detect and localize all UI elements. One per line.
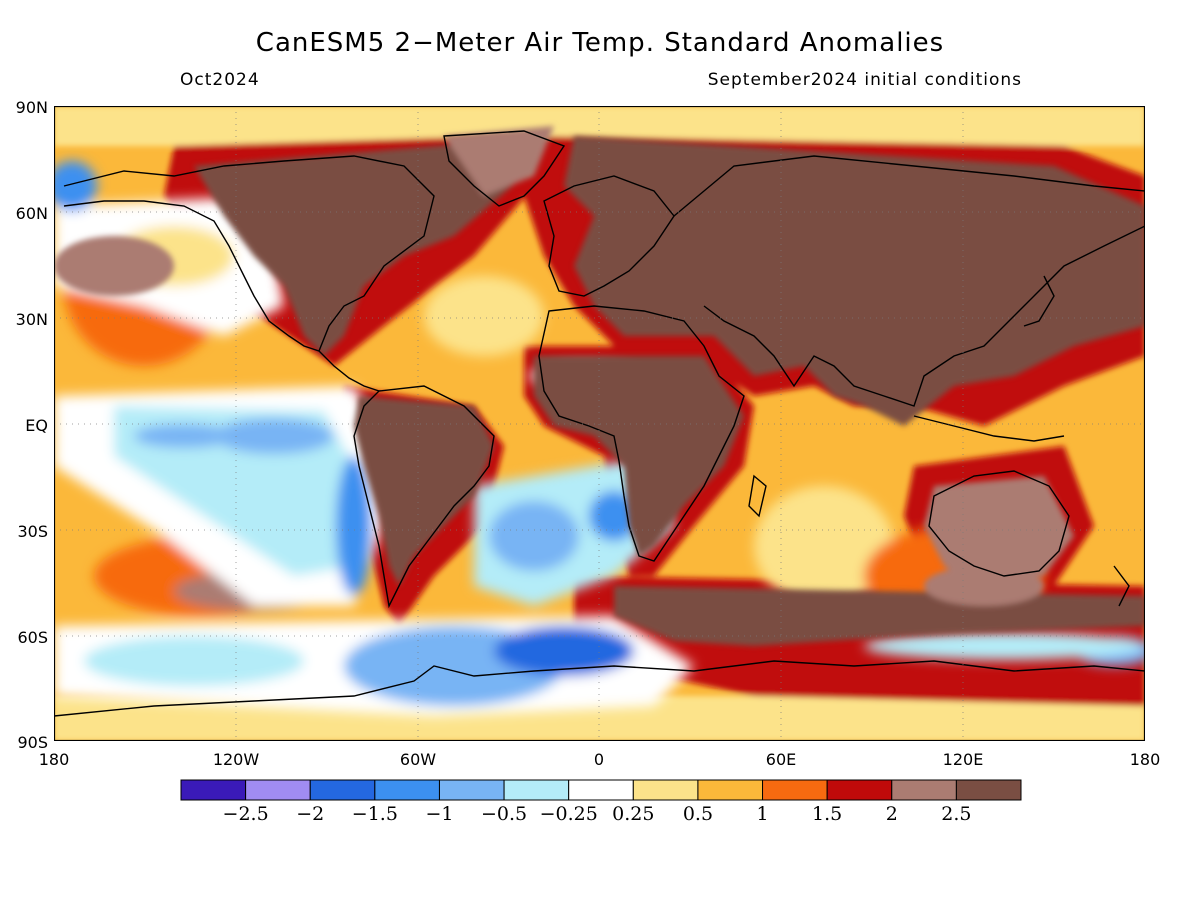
lon-label-120w: 120W xyxy=(212,750,260,769)
colorbar-swatch xyxy=(955,779,1022,801)
epac-brown xyxy=(54,236,174,296)
lat-label-30s: 30S xyxy=(17,522,48,541)
lat-label-30n: 30N xyxy=(15,310,48,329)
so-light-east xyxy=(864,632,1144,660)
coast-africa xyxy=(538,305,745,562)
greenland-brown xyxy=(444,126,554,196)
coast-madagascar xyxy=(748,474,767,518)
coast-indonesia xyxy=(913,415,1065,442)
indian-warm xyxy=(754,486,894,606)
coast-asia xyxy=(673,155,1145,407)
map-frame xyxy=(54,106,1145,741)
colorbar-swatch xyxy=(762,779,828,801)
colorbar-swatch xyxy=(891,779,957,801)
colorbar-swatch xyxy=(245,779,311,801)
colorbar-tick-label: −2 xyxy=(296,803,325,825)
colorbar-swatch xyxy=(826,779,893,801)
lon-label-120e: 120E xyxy=(942,750,984,769)
coastlines xyxy=(54,130,1145,717)
africa-brown xyxy=(534,356,744,556)
satl-blue xyxy=(489,501,579,571)
colorbar-tick-label: 0.5 xyxy=(682,803,714,825)
lon-label-60w: 60W xyxy=(399,750,437,769)
colorbar-swatch xyxy=(632,779,699,801)
lon-label-180w: 180 xyxy=(38,750,70,769)
trop-pac-blue xyxy=(214,418,334,454)
alaska-blue xyxy=(54,161,97,211)
sa-brown xyxy=(354,396,494,586)
colorbar-tick-label: −2.5 xyxy=(222,803,269,825)
colorbar-swatch xyxy=(309,779,376,801)
lat-label-eq: EQ xyxy=(25,416,48,435)
coast-antarctica xyxy=(54,660,1145,717)
trop-pac-blue3 xyxy=(134,424,234,448)
lat-label-90s: 90S xyxy=(17,733,48,752)
colorbar-tick-label: −0.5 xyxy=(480,803,528,825)
indian-brown xyxy=(924,566,1044,606)
colorbar-swatch xyxy=(438,779,505,801)
anomaly-map xyxy=(54,106,1145,741)
lon-label-0: 0 xyxy=(593,750,605,769)
colorbar-swatch xyxy=(568,779,634,801)
satl-blue2 xyxy=(589,491,639,541)
lat-label-90n: 90N xyxy=(15,98,48,117)
colorbar xyxy=(180,779,1022,801)
colorbar-tick-label: −1.5 xyxy=(351,803,398,825)
colorbar-swatch xyxy=(180,779,247,801)
coast-new-zealand xyxy=(1113,565,1130,607)
colorbar-tick-label: −1 xyxy=(425,803,454,825)
colorbar-swatch xyxy=(697,779,764,801)
colorbar-tick-label: 2 xyxy=(885,803,898,825)
coast-australia xyxy=(928,470,1070,577)
so-blue-west xyxy=(84,636,304,686)
init-conditions-label: September2024 initial conditions xyxy=(707,70,1022,90)
trop-pac-blue2 xyxy=(336,456,372,596)
valid-month-label: Oct2024 xyxy=(180,70,260,90)
colorbar-swatch xyxy=(374,779,440,801)
lon-label-60e: 60E xyxy=(765,750,797,769)
colorbar-tick-label: 1 xyxy=(756,803,769,825)
map-title: CanESM5 2−Meter Air Temp. Standard Anoma… xyxy=(255,28,945,58)
coast-greenland xyxy=(443,130,566,207)
colorbar-tick-label: 0.25 xyxy=(612,803,655,825)
so-deepblue xyxy=(494,626,634,676)
colorbar-tick-label: 1.5 xyxy=(812,803,843,825)
coast-north-america xyxy=(63,155,435,352)
colorbar-tick-label: −0.25 xyxy=(539,803,598,825)
coast-japan xyxy=(1023,275,1055,327)
sargasso-warm xyxy=(424,276,544,356)
eurasia-brown xyxy=(564,136,1145,426)
colorbar-swatch xyxy=(503,779,570,801)
na-brown xyxy=(194,141,524,356)
lat-label-60s: 60S xyxy=(17,628,48,647)
coast-europe xyxy=(543,175,675,297)
lon-label-180e: 180 xyxy=(1129,750,1161,769)
colorbar-tick-label: 2.5 xyxy=(941,803,972,825)
coast-central-america xyxy=(318,350,380,392)
coast-south-america xyxy=(353,385,495,609)
lat-label-60n: 60N xyxy=(15,204,48,223)
